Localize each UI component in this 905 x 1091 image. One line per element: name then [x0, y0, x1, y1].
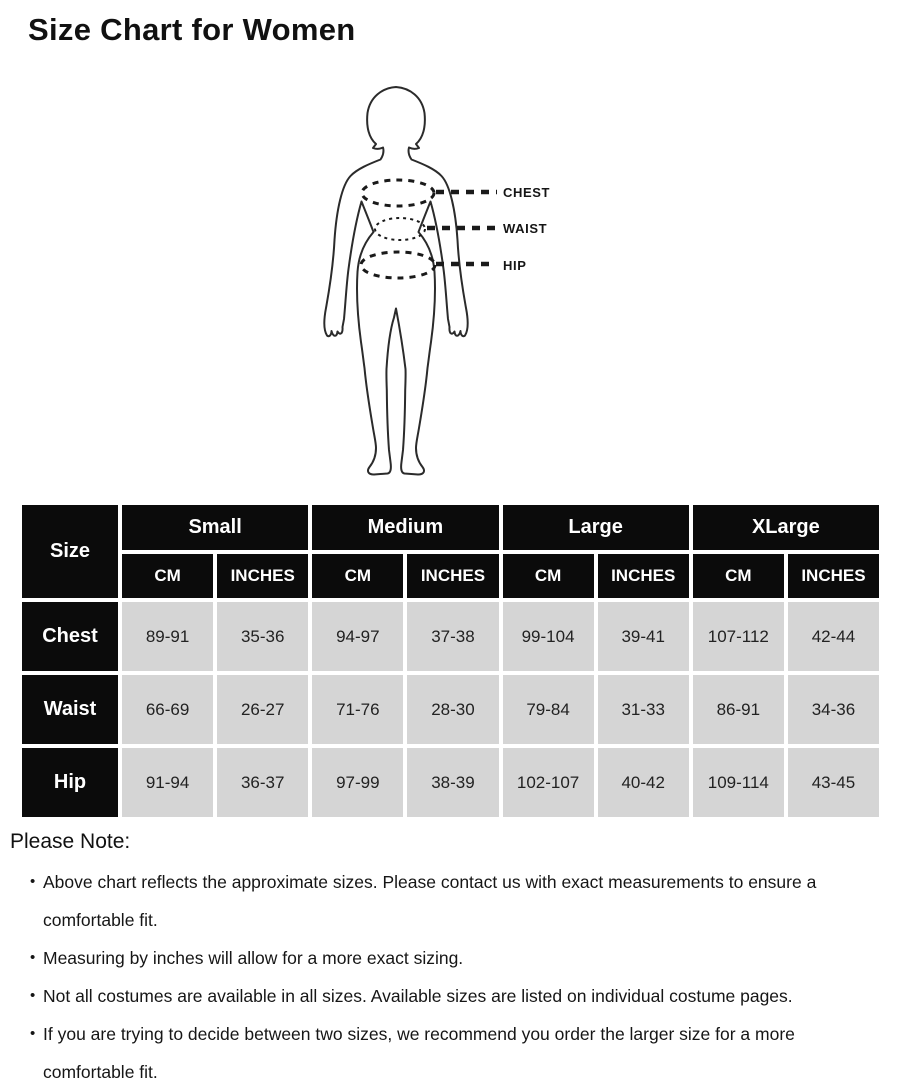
unit-header-cm: CM — [692, 554, 784, 598]
waist-measurement-ellipse — [374, 217, 426, 241]
table-row-hip: Hip 91-94 36-37 97-99 38-39 102-107 40-4… — [22, 748, 879, 817]
size-group-header-row: Size Small Medium Large XLarge — [22, 505, 879, 598]
hip-measurement-ellipse — [359, 250, 437, 280]
note-item: Above chart reflects the approximate siz… — [30, 863, 862, 939]
measurement-cell: 31-33 — [597, 675, 689, 744]
page-title: Size Chart for Women — [28, 12, 356, 47]
unit-header-cm: CM — [502, 554, 594, 598]
unit-header-cm: CM — [122, 554, 214, 598]
measurement-cell: 39-41 — [597, 602, 689, 671]
body-measurement-diagram: CHEST WAIST HIP — [290, 80, 622, 482]
measurement-cell: 35-36 — [217, 602, 309, 671]
measurement-cell: 38-39 — [407, 748, 499, 817]
measurement-cell: 71-76 — [312, 675, 404, 744]
measurement-cell: 91-94 — [122, 748, 214, 817]
chest-measurement-ellipse — [360, 178, 436, 208]
size-corner-header: Size — [22, 505, 118, 598]
row-header-chest: Chest — [22, 602, 118, 671]
note-item: If you are trying to decide between two … — [30, 1015, 862, 1091]
measurement-cell: 36-37 — [217, 748, 309, 817]
notes-section: Please Note: Above chart reflects the ap… — [10, 830, 862, 1091]
notes-heading: Please Note: — [10, 830, 131, 853]
group-header-xlarge: XLarge — [692, 505, 879, 550]
group-header-medium: Medium — [312, 505, 499, 550]
hip-label: HIP — [503, 258, 527, 273]
measurement-cell: 26-27 — [217, 675, 309, 744]
waist-label: WAIST — [503, 221, 548, 236]
measurement-cell: 42-44 — [787, 602, 879, 671]
measurement-cell: 94-97 — [312, 602, 404, 671]
measurement-cell: 109-114 — [692, 748, 784, 817]
note-item: Measuring by inches will allow for a mor… — [30, 939, 862, 977]
measurement-cell: 89-91 — [122, 602, 214, 671]
notes-list: Above chart reflects the approximate siz… — [10, 863, 862, 1091]
size-chart-table: Size Small Medium Large XLarge CM INCHES… — [18, 501, 883, 821]
measurement-cell: 107-112 — [692, 602, 784, 671]
measurement-cell: 99-104 — [502, 602, 594, 671]
body-outline — [323, 86, 469, 476]
unit-header-inches: INCHES — [407, 554, 499, 598]
measurement-cell: 28-30 — [407, 675, 499, 744]
chest-label: CHEST — [503, 185, 551, 200]
measurement-cell: 43-45 — [787, 748, 879, 817]
unit-header-inches: INCHES — [217, 554, 309, 598]
measurement-cell: 34-36 — [787, 675, 879, 744]
woman-silhouette-figure — [323, 86, 497, 476]
group-header-small: Small — [122, 505, 309, 550]
table-row-waist: Waist 66-69 26-27 71-76 28-30 79-84 31-3… — [22, 675, 879, 744]
note-item: Not all costumes are available in all si… — [30, 977, 862, 1015]
measurement-cell: 40-42 — [597, 748, 689, 817]
measurement-cell: 97-99 — [312, 748, 404, 817]
unit-header-inches: INCHES — [787, 554, 879, 598]
row-header-waist: Waist — [22, 675, 118, 744]
measurement-cell: 79-84 — [502, 675, 594, 744]
measurement-cell: 102-107 — [502, 748, 594, 817]
table-row-chest: Chest 89-91 35-36 94-97 37-38 99-104 39-… — [22, 602, 879, 671]
measurement-cell: 86-91 — [692, 675, 784, 744]
row-header-hip: Hip — [22, 748, 118, 817]
measurement-cell: 37-38 — [407, 602, 499, 671]
unit-header-row: CM INCHES CM INCHES CM INCHES CM INCHES — [22, 554, 879, 598]
group-header-large: Large — [502, 505, 689, 550]
unit-header-cm: CM — [312, 554, 404, 598]
measurement-cell: 66-69 — [122, 675, 214, 744]
unit-header-inches: INCHES — [597, 554, 689, 598]
